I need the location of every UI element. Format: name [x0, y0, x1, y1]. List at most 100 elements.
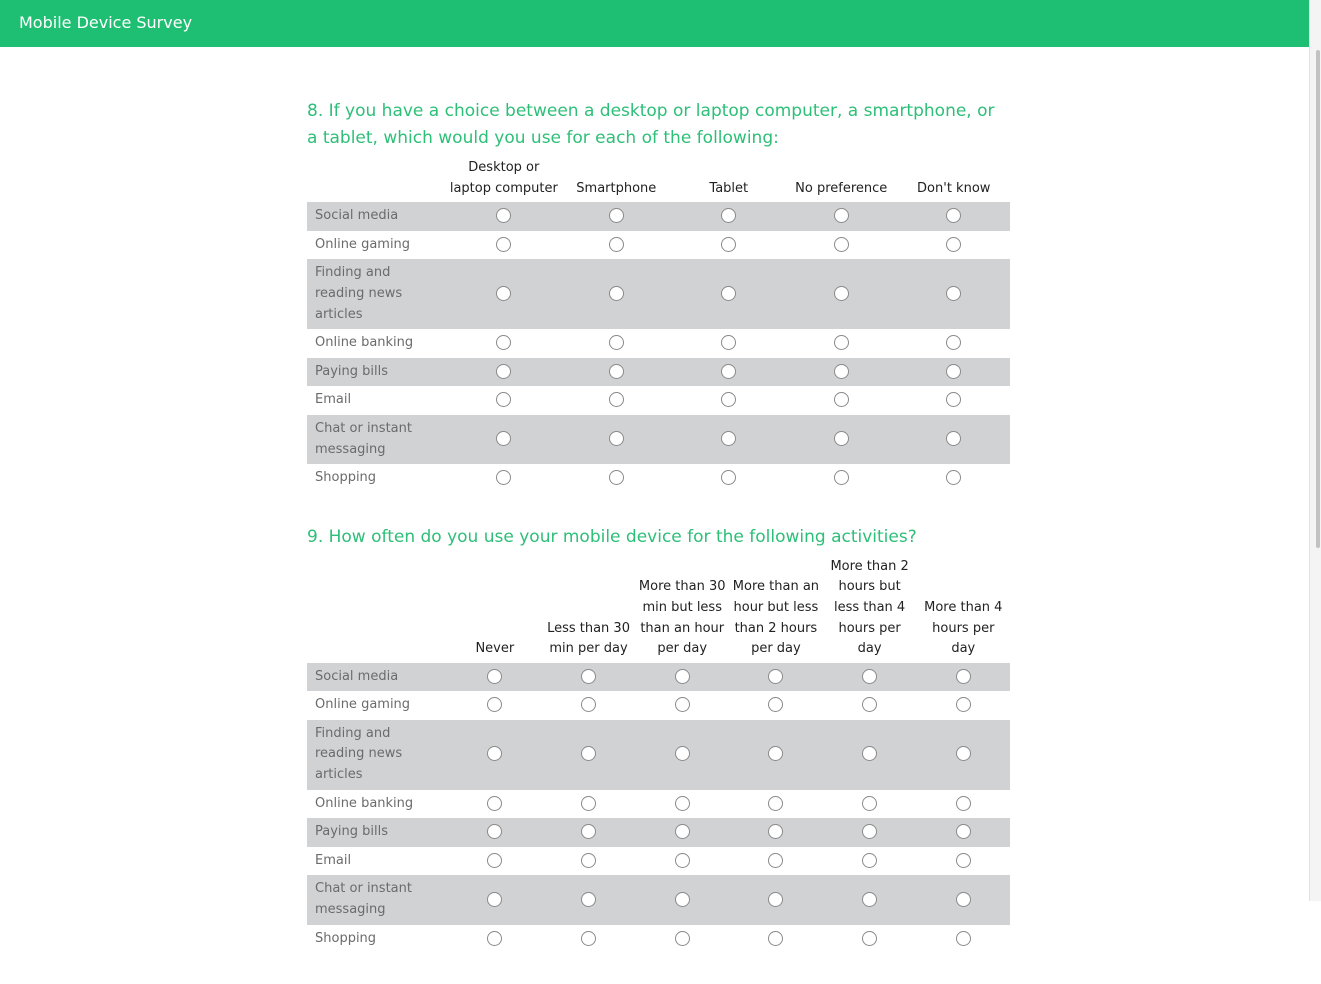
radio-button[interactable] — [608, 335, 624, 351]
radio-button[interactable] — [833, 392, 849, 408]
radio-button[interactable] — [862, 891, 878, 907]
radio-button[interactable] — [674, 746, 690, 762]
radio-button[interactable] — [862, 697, 878, 713]
radio-button[interactable] — [674, 824, 690, 840]
radio-button[interactable] — [721, 363, 737, 379]
radio-button[interactable] — [487, 930, 503, 946]
radio-button[interactable] — [862, 930, 878, 946]
radio-button[interactable] — [768, 668, 784, 684]
radio-button[interactable] — [946, 335, 962, 351]
radio-button[interactable] — [768, 795, 784, 811]
radio-button[interactable] — [833, 470, 849, 486]
radio-button[interactable] — [833, 285, 849, 301]
radio-button[interactable] — [833, 335, 849, 351]
radio-button[interactable] — [581, 824, 597, 840]
row-label: Chat or instant messaging — [307, 875, 448, 925]
radio-button[interactable] — [608, 431, 624, 447]
radio-button[interactable] — [496, 431, 512, 447]
radio-button[interactable] — [496, 335, 512, 351]
radio-button[interactable] — [946, 470, 962, 486]
radio-cell — [916, 691, 1010, 720]
radio-button[interactable] — [487, 668, 503, 684]
radio-button[interactable] — [581, 795, 597, 811]
radio-button[interactable] — [768, 891, 784, 907]
radio-button[interactable] — [721, 285, 737, 301]
radio-cell — [673, 464, 785, 493]
radio-button[interactable] — [768, 746, 784, 762]
radio-button[interactable] — [608, 392, 624, 408]
question-title: 8. If you have a choice between a deskto… — [307, 101, 995, 148]
scrollbar-thumb[interactable] — [1316, 50, 1320, 548]
radio-button[interactable] — [862, 795, 878, 811]
radio-button[interactable] — [721, 236, 737, 252]
radio-button[interactable] — [608, 236, 624, 252]
radio-button[interactable] — [946, 431, 962, 447]
radio-button[interactable] — [487, 795, 503, 811]
radio-button[interactable] — [608, 363, 624, 379]
radio-button[interactable] — [487, 891, 503, 907]
radio-button[interactable] — [496, 236, 512, 252]
radio-button[interactable] — [581, 697, 597, 713]
radio-button[interactable] — [833, 208, 849, 224]
radio-button[interactable] — [946, 392, 962, 408]
radio-button[interactable] — [581, 891, 597, 907]
radio-button[interactable] — [674, 852, 690, 868]
radio-button[interactable] — [955, 746, 971, 762]
radio-button[interactable] — [768, 824, 784, 840]
radio-button[interactable] — [581, 930, 597, 946]
radio-button[interactable] — [496, 392, 512, 408]
radio-cell — [916, 818, 1011, 847]
radio-button[interactable] — [487, 852, 503, 868]
radio-button[interactable] — [496, 208, 512, 224]
radio-button[interactable] — [721, 392, 737, 408]
radio-button[interactable] — [955, 697, 971, 713]
radio-button[interactable] — [487, 824, 503, 840]
radio-cell — [897, 414, 1010, 465]
radio-button[interactable] — [674, 891, 690, 907]
radio-button[interactable] — [862, 824, 878, 840]
radio-button[interactable] — [955, 930, 971, 946]
radio-button[interactable] — [496, 285, 512, 301]
radio-button[interactable] — [768, 697, 784, 713]
radio-button[interactable] — [721, 208, 737, 224]
radio-button[interactable] — [608, 208, 624, 224]
radio-button[interactable] — [862, 746, 878, 762]
radio-button[interactable] — [833, 363, 849, 379]
radio-button[interactable] — [608, 470, 624, 486]
radio-button[interactable] — [955, 824, 971, 840]
radio-button[interactable] — [946, 285, 962, 301]
radio-button[interactable] — [496, 470, 512, 486]
radio-button[interactable] — [946, 208, 962, 224]
radio-cell — [560, 357, 673, 387]
radio-button[interactable] — [946, 236, 962, 252]
radio-button[interactable] — [496, 363, 512, 379]
radio-button[interactable] — [581, 668, 597, 684]
radio-cell — [448, 464, 560, 493]
radio-button[interactable] — [721, 470, 737, 486]
radio-button[interactable] — [862, 852, 878, 868]
radio-button[interactable] — [721, 335, 737, 351]
radio-button[interactable] — [833, 431, 849, 447]
radio-button[interactable] — [955, 795, 971, 811]
radio-button[interactable] — [674, 930, 690, 946]
radio-button[interactable] — [768, 930, 784, 946]
radio-cell — [560, 202, 673, 231]
radio-button[interactable] — [608, 285, 624, 301]
radio-cell — [541, 875, 636, 925]
radio-button[interactable] — [674, 668, 690, 684]
radio-button[interactable] — [487, 746, 503, 762]
radio-button[interactable] — [487, 697, 503, 713]
radio-button[interactable] — [955, 891, 971, 907]
radio-button[interactable] — [674, 697, 690, 713]
radio-button[interactable] — [946, 363, 962, 379]
radio-button[interactable] — [955, 852, 971, 868]
radio-button[interactable] — [721, 431, 737, 447]
radio-button[interactable] — [955, 668, 971, 684]
radio-button[interactable] — [833, 236, 849, 252]
radio-button[interactable] — [581, 852, 597, 868]
radio-button[interactable] — [674, 795, 690, 811]
radio-button[interactable] — [768, 852, 784, 868]
radio-button[interactable] — [862, 668, 878, 684]
radio-cell — [673, 329, 785, 358]
radio-button[interactable] — [581, 746, 597, 762]
